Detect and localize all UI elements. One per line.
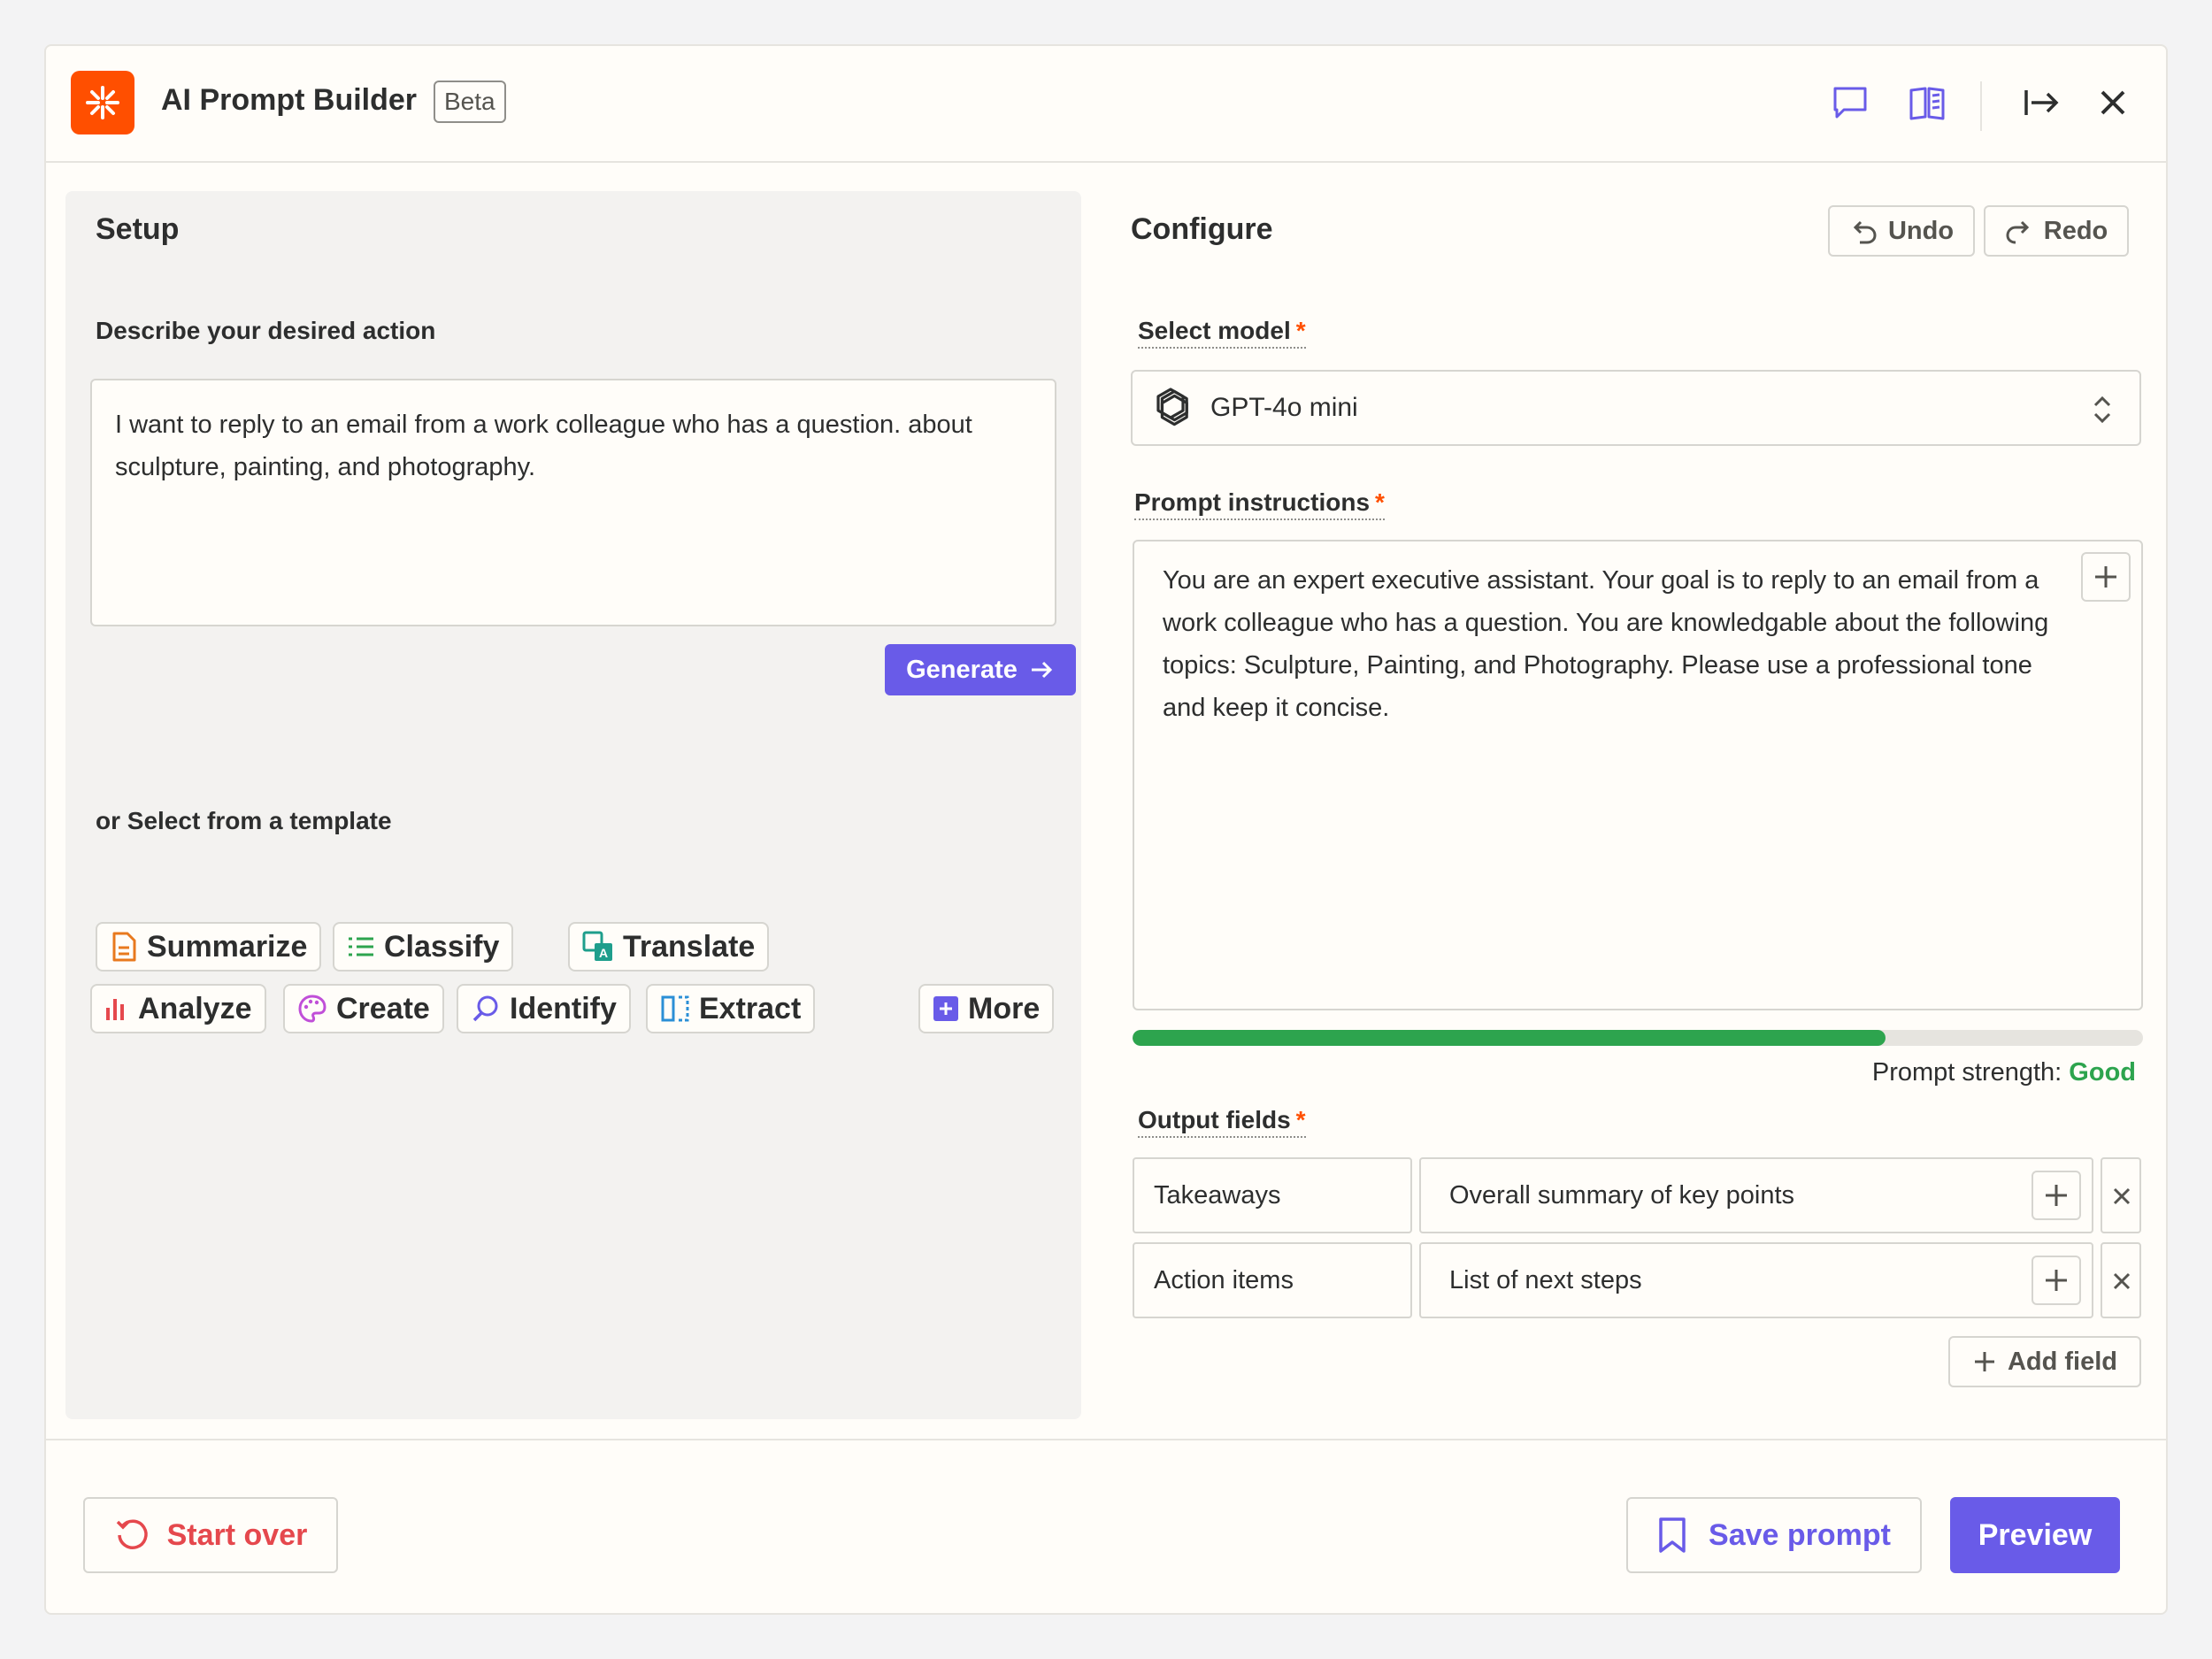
add-field-label: Add field	[2007, 1347, 2118, 1376]
generate-button[interactable]: Generate	[885, 644, 1076, 695]
prompt-strength-bar	[1133, 1030, 2143, 1046]
redo-button[interactable]: Redo	[1984, 205, 2129, 257]
model-select[interactable]: GPT-4o mini	[1131, 370, 2141, 446]
template-label-translate: Translate	[623, 929, 756, 964]
save-prompt-button[interactable]: Save prompt	[1626, 1497, 1922, 1573]
collapse-panel-icon[interactable]	[2021, 81, 2063, 124]
redo-icon	[2006, 220, 2029, 244]
field-insert-button[interactable]	[2032, 1171, 2081, 1220]
undo-label: Undo	[1887, 216, 1955, 245]
prompt-strength-fill	[1133, 1030, 1886, 1046]
app-logo	[71, 71, 134, 134]
prompt-instructions-textarea[interactable]: You are an expert executive assistant. Y…	[1133, 540, 2143, 1010]
template-identify[interactable]: Identify	[457, 984, 631, 1033]
restart-icon	[116, 1519, 148, 1549]
plus-icon	[2095, 566, 2116, 588]
required-asterisk: *	[1295, 1106, 1306, 1133]
modal-header: AI Prompt Builder Beta	[46, 46, 2166, 163]
template-label-classify: Classify	[384, 929, 500, 964]
output-field-description[interactable]: List of next steps	[1419, 1242, 2093, 1318]
generate-label: Generate	[906, 655, 1018, 684]
svg-text:A: A	[599, 946, 608, 960]
docs-book-icon[interactable]	[1906, 81, 1948, 124]
close-icon	[2113, 1187, 2131, 1205]
setup-panel: Setup Describe your desired action I wan…	[65, 191, 1081, 1419]
prompt-strength-text: Prompt strength: Good	[1872, 1058, 2136, 1087]
app-title: AI Prompt Builder	[161, 83, 418, 117]
template-classify[interactable]: Classify	[333, 922, 514, 972]
select-model-text: Select model	[1138, 317, 1291, 344]
magnifier-icon	[472, 995, 498, 1022]
plus-icon	[2046, 1270, 2067, 1291]
bookmark-icon	[1659, 1517, 1686, 1553]
template-analyze[interactable]: Analyze	[90, 984, 266, 1033]
undo-icon	[1853, 220, 1877, 244]
prompt-instructions-text: Prompt instructions	[1134, 488, 1371, 516]
preview-button[interactable]: Preview	[1950, 1497, 2120, 1573]
output-field-name[interactable]: Action items	[1133, 1242, 1412, 1318]
prompt-instructions-label: Prompt instructions *	[1134, 488, 1385, 520]
description-textarea[interactable]: I want to reply to an email from a work …	[90, 379, 1056, 626]
template-label-identify: Identify	[510, 991, 617, 1025]
template-label: or Select from a template	[96, 807, 392, 834]
plus-square-icon	[933, 996, 958, 1021]
plus-icon	[2046, 1185, 2067, 1206]
list-icon	[349, 937, 373, 956]
feedback-icon[interactable]	[1830, 81, 1872, 124]
start-over-button[interactable]: Start over	[83, 1497, 338, 1573]
template-label-extract: Extract	[699, 991, 802, 1025]
template-label-analyze: Analyze	[138, 991, 252, 1025]
remove-field-button[interactable]	[2101, 1157, 2141, 1233]
output-fields-label: Output fields *	[1138, 1106, 1306, 1138]
prompt-builder-modal: AI Prompt Builder Beta Setup Describe yo…	[44, 44, 2168, 1615]
output-fields-text: Output fields	[1138, 1106, 1291, 1133]
undo-button[interactable]: Undo	[1828, 205, 1975, 257]
prompt-text: You are an expert executive assistant. Y…	[1163, 566, 2049, 722]
prompt-strength-label: Prompt strength:	[1871, 1058, 2062, 1087]
document-icon	[112, 932, 136, 962]
extract-icon	[661, 995, 689, 1022]
redo-label: Redo	[2043, 216, 2108, 245]
output-field-name[interactable]: Takeaways	[1133, 1157, 1412, 1233]
beta-badge: Beta	[434, 81, 506, 123]
template-summarize[interactable]: Summarize	[96, 922, 322, 972]
insert-variable-button[interactable]	[2081, 552, 2131, 602]
template-create[interactable]: Create	[283, 984, 444, 1033]
plus-icon	[1974, 1352, 1994, 1371]
bar-chart-icon	[106, 999, 124, 1020]
modal-footer: Start over Save prompt Preview	[46, 1439, 2166, 1613]
arrow-right-icon	[1031, 661, 1052, 679]
remove-field-button[interactable]	[2101, 1242, 2141, 1318]
template-label-create: Create	[336, 991, 430, 1025]
close-icon	[2113, 1272, 2131, 1290]
describe-label: Describe your desired action	[96, 317, 436, 344]
more-templates-button[interactable]: More	[918, 984, 1055, 1033]
more-label: More	[968, 991, 1041, 1025]
chevron-updown-icon	[2093, 396, 2111, 424]
select-model-label: Select model *	[1138, 317, 1306, 349]
start-over-label: Start over	[166, 1517, 308, 1552]
preview-label: Preview	[1978, 1517, 2093, 1552]
field-insert-button[interactable]	[2032, 1256, 2081, 1305]
palette-icon	[298, 995, 326, 1023]
setup-title: Setup	[96, 212, 180, 246]
template-label-summarize: Summarize	[147, 929, 308, 964]
template-extract[interactable]: Extract	[646, 984, 816, 1033]
model-value: GPT-4o mini	[1210, 393, 1358, 422]
configure-title: Configure	[1131, 212, 1273, 246]
close-icon[interactable]	[2092, 81, 2134, 124]
asterisk-logo-icon	[86, 86, 119, 119]
required-asterisk: *	[1295, 317, 1306, 344]
prompt-strength-value: Good	[2069, 1058, 2136, 1087]
output-field-description[interactable]: Overall summary of key points	[1419, 1157, 2093, 1233]
template-translate[interactable]: A Translate	[568, 922, 770, 972]
add-field-button[interactable]: Add field	[1948, 1336, 2141, 1387]
save-prompt-label: Save prompt	[1709, 1517, 1891, 1552]
translate-icon: A	[582, 931, 612, 961]
openai-logo-icon	[1156, 388, 1188, 426]
required-asterisk: *	[1375, 488, 1385, 516]
header-divider	[1980, 81, 1982, 131]
